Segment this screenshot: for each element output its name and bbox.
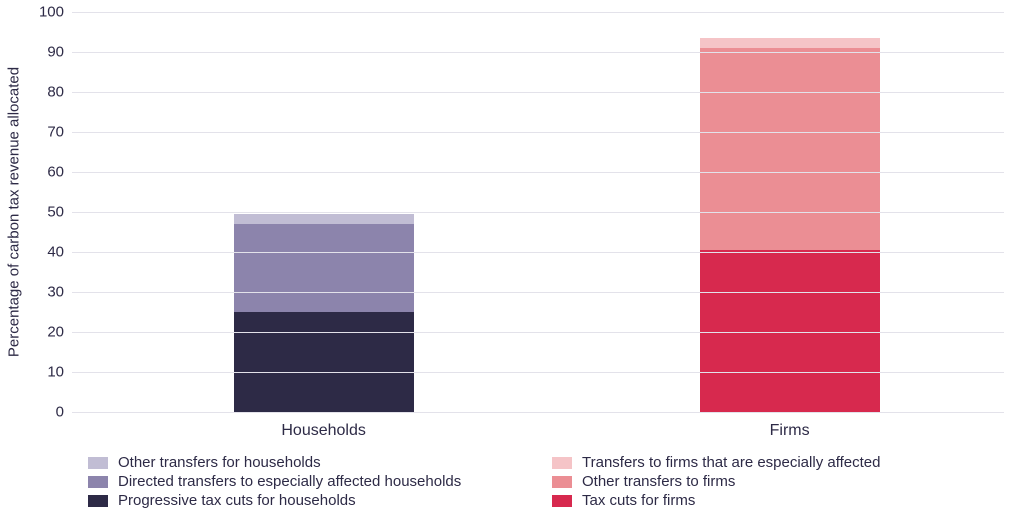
bar-segment: [700, 38, 880, 48]
gridline: [72, 212, 1004, 213]
bar-group: [700, 38, 880, 412]
legend-item: Directed transfers to especially affecte…: [88, 473, 542, 490]
legend: Other transfers for households Transfers …: [88, 454, 1006, 509]
ytick-label: 60: [47, 164, 72, 181]
bar-segment: [700, 48, 880, 250]
ytick-label: 40: [47, 244, 72, 261]
legend-item: Other transfers for households: [88, 454, 542, 471]
gridline: [72, 292, 1004, 293]
ytick-label: 50: [47, 204, 72, 221]
legend-label: Other transfers to firms: [582, 473, 735, 490]
ytick-label: 10: [47, 364, 72, 381]
stacked-bar-chart: Percentage of carbon tax revenue allocat…: [0, 0, 1024, 522]
legend-label: Tax cuts for firms: [582, 492, 695, 509]
legend-label: Directed transfers to especially affecte…: [118, 473, 461, 490]
legend-label: Other transfers for households: [118, 454, 321, 471]
legend-item: Tax cuts for firms: [552, 492, 1006, 509]
ytick-label: 100: [39, 4, 72, 21]
gridline: [72, 372, 1004, 373]
bar-segment: [234, 214, 414, 224]
legend-label: Progressive tax cuts for households: [118, 492, 356, 509]
y-axis-label: Percentage of carbon tax revenue allocat…: [6, 67, 23, 357]
legend-swatch: [88, 495, 108, 507]
gridline: [72, 92, 1004, 93]
legend-swatch: [552, 457, 572, 469]
ytick-label: 80: [47, 84, 72, 101]
ytick-label: 90: [47, 44, 72, 61]
legend-swatch: [552, 476, 572, 488]
legend-swatch: [88, 476, 108, 488]
plot-area: 0102030405060708090100HouseholdsFirms: [72, 12, 1004, 412]
bar-segment: [700, 250, 880, 412]
gridline: [72, 252, 1004, 253]
gridline: [72, 332, 1004, 333]
xtick-label: Households: [281, 412, 366, 440]
legend-label: Transfers to firms that are especially a…: [582, 454, 880, 471]
gridline: [72, 412, 1004, 413]
legend-item: Other transfers to firms: [552, 473, 1006, 490]
legend-swatch: [552, 495, 572, 507]
bar-segment: [234, 224, 414, 312]
xtick-label: Firms: [770, 412, 810, 440]
ytick-label: 20: [47, 324, 72, 341]
gridline: [72, 172, 1004, 173]
ytick-label: 30: [47, 284, 72, 301]
gridline: [72, 132, 1004, 133]
ytick-label: 0: [56, 404, 72, 421]
gridline: [72, 12, 1004, 13]
legend-item: Transfers to firms that are especially a…: [552, 454, 1006, 471]
ytick-label: 70: [47, 124, 72, 141]
bar-segment: [234, 312, 414, 412]
legend-item: Progressive tax cuts for households: [88, 492, 542, 509]
bar-group: [234, 214, 414, 412]
gridline: [72, 52, 1004, 53]
legend-swatch: [88, 457, 108, 469]
